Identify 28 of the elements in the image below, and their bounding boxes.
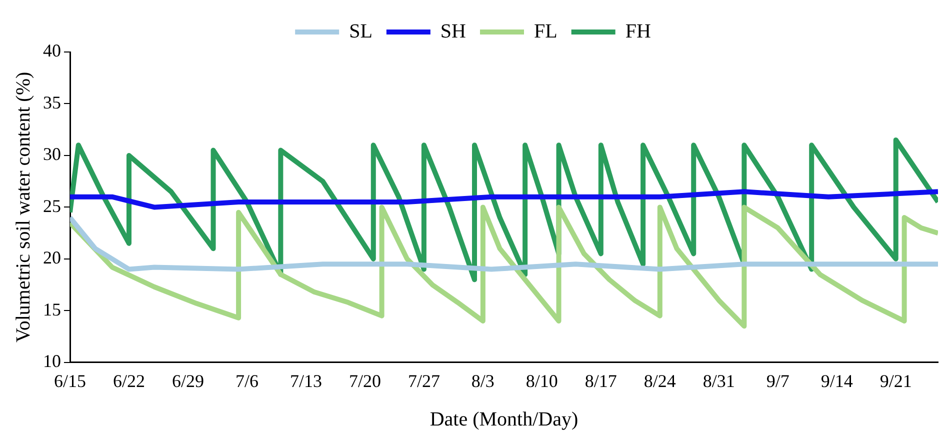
y-tick-label: 10 (43, 351, 61, 372)
y-tick-label: 35 (43, 92, 61, 112)
legend-label: SL (349, 20, 372, 42)
legend-label: SH (440, 20, 466, 42)
x-tick-label: 6/15 (54, 370, 86, 391)
legend-label: FL (534, 20, 558, 42)
x-tick-label: 8/10 (526, 370, 558, 391)
x-tick-label: 6/29 (172, 370, 204, 391)
y-tick-label: 15 (43, 299, 61, 320)
x-tick-label: 9/14 (820, 370, 853, 391)
x-tick-label: 9/21 (880, 370, 912, 391)
y-axis-title: Volumetric soil water content (%) (12, 72, 34, 343)
x-tick-label: 8/3 (471, 370, 494, 391)
x-axis-title: Date (Month/Day) (430, 408, 578, 430)
x-tick-label: 8/24 (644, 370, 676, 391)
x-tick-label: 8/17 (584, 370, 617, 391)
x-tick-label: 7/27 (408, 370, 440, 391)
x-tick-label: 6/22 (112, 370, 145, 391)
y-tick-label: 40 (43, 40, 61, 61)
y-tick-label: 20 (43, 248, 61, 268)
legend-label: FH (625, 20, 651, 42)
x-tick-label: 7/20 (348, 370, 381, 391)
x-tick-label: 8/31 (702, 370, 735, 391)
y-tick-label: 25 (43, 196, 61, 216)
y-tick-label: 30 (43, 144, 61, 164)
x-tick-label: 7/6 (235, 370, 258, 391)
x-tick-label: 7/13 (290, 370, 322, 391)
x-tick-label: 9/7 (766, 370, 790, 391)
